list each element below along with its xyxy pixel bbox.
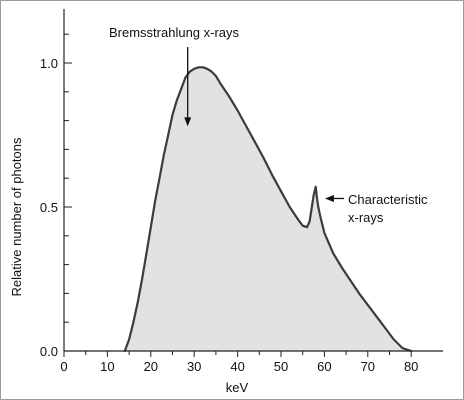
bremsstrahlung-arrow-head bbox=[184, 117, 192, 127]
annotation-characteristic-line1: Characteristic bbox=[348, 192, 428, 207]
x-axis-label: keV bbox=[226, 380, 249, 395]
plot-layer bbox=[123, 66, 413, 353]
x-tick-label: 50 bbox=[274, 359, 288, 374]
x-tick-label: 20 bbox=[144, 359, 158, 374]
y-tick-label: 0.0 bbox=[40, 344, 58, 359]
spectrum-line bbox=[123, 66, 413, 353]
y-axis-label: Relative number of photons bbox=[9, 137, 24, 296]
arrow-layer bbox=[184, 47, 344, 202]
text-layer: keV Relative number of photons Bremsstra… bbox=[9, 25, 428, 395]
annotation-characteristic-line2: x-rays bbox=[348, 210, 384, 225]
x-tick-label: 0 bbox=[60, 359, 67, 374]
y-tick-label: 1.0 bbox=[40, 56, 58, 71]
x-tick-label: 60 bbox=[317, 359, 331, 374]
x-tick-label: 80 bbox=[404, 359, 418, 374]
spectrum-area bbox=[124, 67, 412, 352]
y-tick-label: 0.5 bbox=[40, 200, 58, 215]
x-tick-label: 30 bbox=[187, 359, 201, 374]
x-tick-label: 40 bbox=[230, 359, 244, 374]
annotation-bremsstrahlung: Bremsstrahlung x-rays bbox=[109, 25, 240, 40]
x-tick-label: 70 bbox=[361, 359, 375, 374]
characteristic-arrow-head bbox=[324, 194, 334, 202]
x-tick-label: 10 bbox=[100, 359, 114, 374]
axis-layer bbox=[63, 9, 443, 357]
